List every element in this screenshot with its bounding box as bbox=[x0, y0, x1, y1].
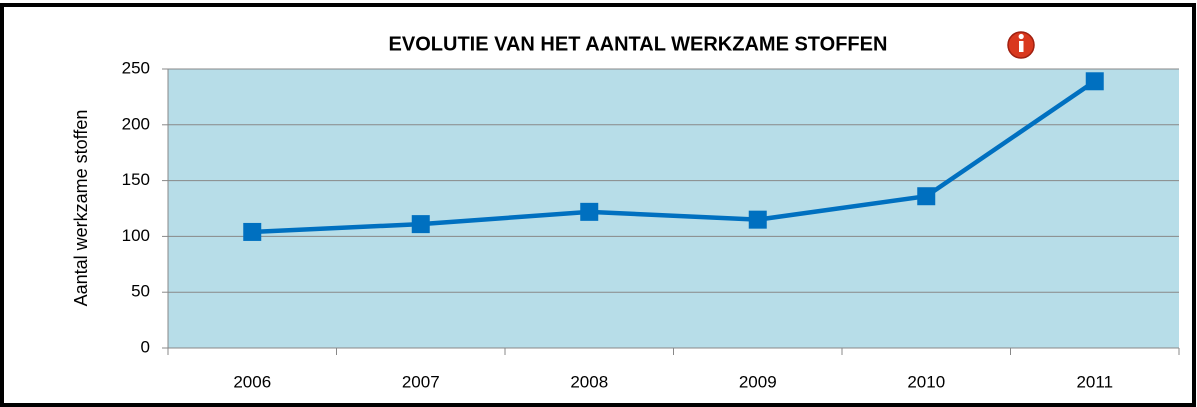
data-point bbox=[243, 222, 262, 241]
y-tick-label: 250 bbox=[122, 58, 150, 77]
data-point bbox=[411, 215, 430, 234]
data-point bbox=[580, 202, 599, 221]
y-tick-label: 50 bbox=[131, 282, 150, 301]
y-tick-label: 150 bbox=[122, 170, 150, 189]
data-point bbox=[917, 187, 936, 206]
x-tick-label: 2008 bbox=[570, 372, 608, 391]
data-point bbox=[748, 210, 767, 229]
x-tick-label: 2006 bbox=[233, 372, 271, 391]
info-icon[interactable] bbox=[1007, 31, 1035, 59]
y-tick-label: 200 bbox=[122, 114, 150, 133]
y-axis-label: Aantal werkzame stoffen bbox=[71, 110, 91, 307]
x-tick-label: 2011 bbox=[1076, 372, 1113, 391]
plot-area bbox=[168, 69, 1179, 348]
series-line bbox=[252, 79, 1097, 235]
x-tick-label: 2010 bbox=[907, 372, 945, 391]
y-tick-label: 0 bbox=[141, 337, 150, 356]
frame bbox=[0, 3, 1196, 407]
y-tick-label: 100 bbox=[122, 226, 150, 245]
data-point bbox=[1085, 72, 1104, 91]
chart-title: EVOLUTIE VAN HET AANTAL WERKZAME STOFFEN bbox=[389, 33, 888, 55]
x-tick-label: 2009 bbox=[739, 372, 777, 391]
x-tick-label: 2007 bbox=[402, 372, 440, 391]
